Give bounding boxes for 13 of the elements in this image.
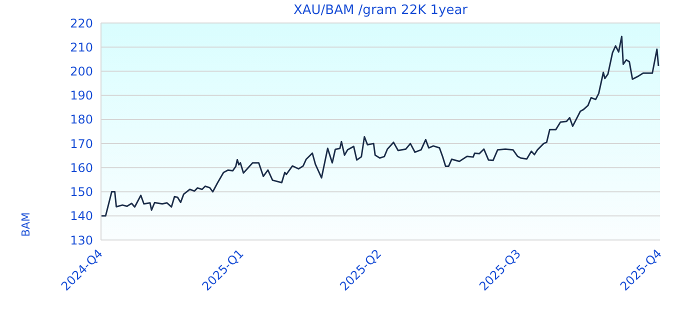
y-tick-label: 220 — [70, 16, 93, 30]
y-tick-label: 150 — [70, 185, 93, 200]
chart-title: XAU/BAM /gram 22K 1year — [292, 3, 469, 18]
y-axis-title: BAM — [20, 211, 32, 239]
y-tick-label: 160 — [70, 160, 93, 175]
line-series — [101, 36, 660, 217]
y-tick-label: 130 — [70, 233, 93, 248]
y-tick-label: 140 — [70, 209, 93, 224]
y-tick-label: 180 — [70, 112, 93, 127]
y-tick-label: 210 — [70, 40, 93, 54]
y-tick-label: 190 — [70, 88, 93, 103]
y-tick-label: 170 — [70, 136, 93, 151]
y-tick-label: 200 — [70, 64, 93, 78]
